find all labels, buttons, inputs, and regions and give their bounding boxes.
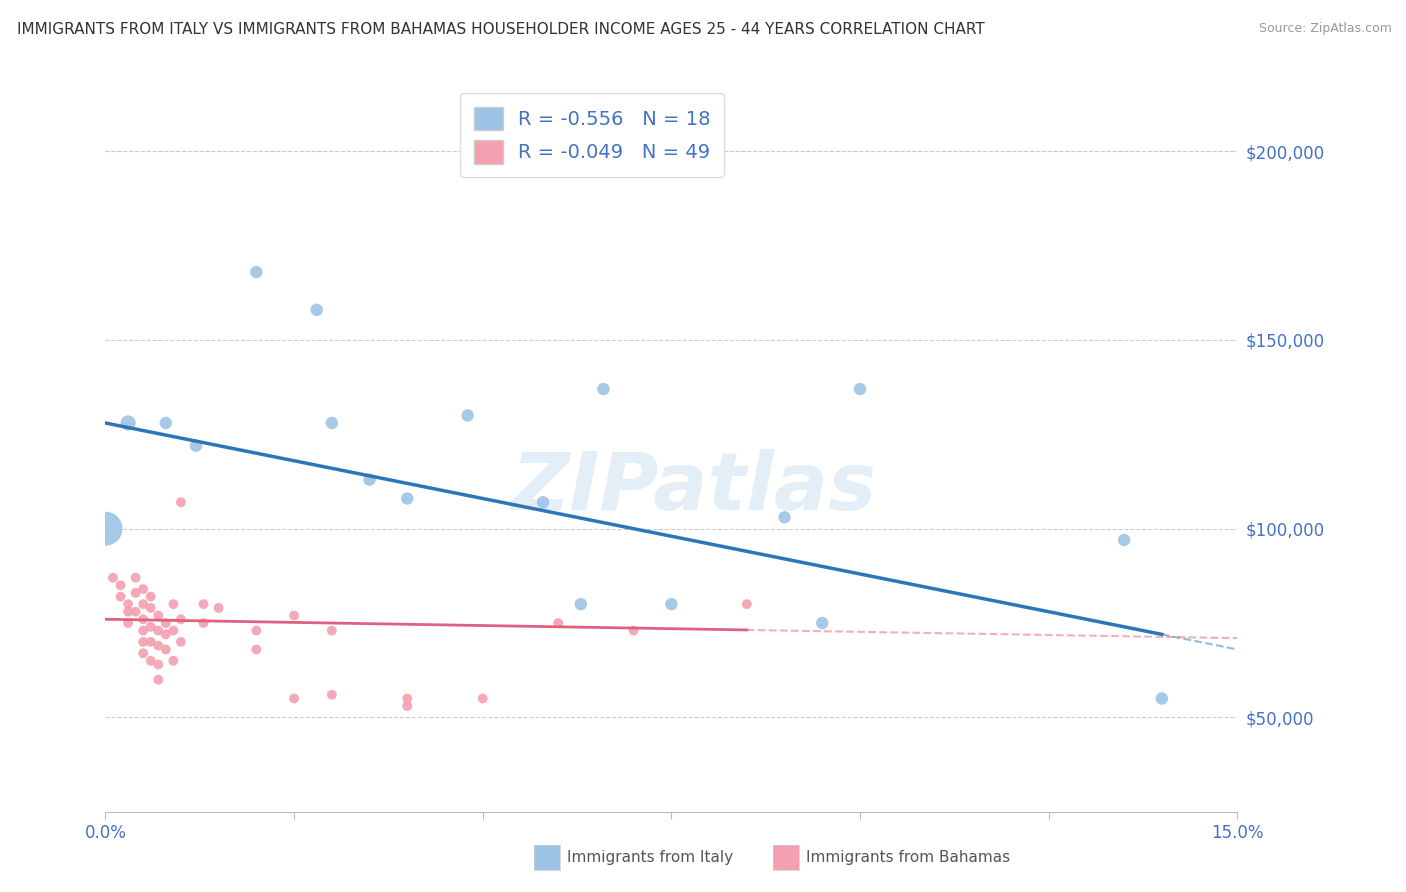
Point	[471, 691, 494, 706]
Point	[170, 635, 193, 649]
Point	[162, 597, 184, 611]
Point	[811, 615, 834, 630]
Point	[117, 416, 139, 430]
Point	[170, 612, 193, 626]
Point	[193, 597, 215, 611]
Point	[849, 382, 872, 396]
Text: Immigrants from Italy: Immigrants from Italy	[567, 850, 733, 864]
Point	[396, 691, 419, 706]
Point	[245, 642, 267, 657]
Point	[184, 439, 207, 453]
Point	[148, 608, 170, 623]
Legend: R = -0.556   N = 18, R = -0.049   N = 49: R = -0.556 N = 18, R = -0.049 N = 49	[460, 93, 724, 178]
Point	[124, 586, 146, 600]
Point	[321, 688, 343, 702]
Point	[101, 571, 124, 585]
Point	[124, 571, 146, 585]
Point	[110, 578, 132, 592]
Point	[245, 624, 267, 638]
Point	[132, 582, 155, 596]
Point	[117, 615, 139, 630]
Point	[155, 642, 177, 657]
Point	[132, 597, 155, 611]
Point	[139, 620, 162, 634]
Point	[396, 491, 419, 506]
Text: Immigrants from Bahamas: Immigrants from Bahamas	[806, 850, 1010, 864]
Point	[661, 597, 683, 611]
Point	[162, 654, 184, 668]
Point	[139, 654, 162, 668]
Point	[547, 615, 569, 630]
Point	[155, 615, 177, 630]
Point	[1150, 691, 1173, 706]
Point	[208, 601, 231, 615]
Point	[110, 590, 132, 604]
Point	[117, 605, 139, 619]
Point	[1114, 533, 1136, 547]
Point	[193, 615, 215, 630]
Point	[94, 522, 117, 536]
Point	[735, 597, 758, 611]
Point	[283, 691, 305, 706]
Point	[170, 495, 193, 509]
Point	[531, 495, 554, 509]
Point	[155, 416, 177, 430]
Point	[139, 635, 162, 649]
Point	[457, 409, 479, 423]
Point	[305, 302, 328, 317]
Text: Source: ZipAtlas.com: Source: ZipAtlas.com	[1258, 22, 1392, 36]
Point	[245, 265, 267, 279]
Point	[148, 639, 170, 653]
Point	[155, 627, 177, 641]
Point	[623, 624, 645, 638]
Point	[132, 635, 155, 649]
Point	[124, 605, 146, 619]
Point	[321, 624, 343, 638]
Point	[162, 624, 184, 638]
Point	[569, 597, 592, 611]
Point	[148, 673, 170, 687]
Point	[132, 612, 155, 626]
Text: ZIPatlas: ZIPatlas	[512, 449, 876, 527]
Point	[148, 624, 170, 638]
Point	[132, 624, 155, 638]
Text: IMMIGRANTS FROM ITALY VS IMMIGRANTS FROM BAHAMAS HOUSEHOLDER INCOME AGES 25 - 44: IMMIGRANTS FROM ITALY VS IMMIGRANTS FROM…	[17, 22, 984, 37]
Point	[396, 699, 419, 714]
Point	[321, 416, 343, 430]
Point	[139, 590, 162, 604]
Point	[117, 597, 139, 611]
Point	[592, 382, 614, 396]
Point	[132, 646, 155, 660]
Point	[359, 473, 381, 487]
Point	[283, 608, 305, 623]
Point	[148, 657, 170, 672]
Point	[773, 510, 796, 524]
Point	[139, 601, 162, 615]
